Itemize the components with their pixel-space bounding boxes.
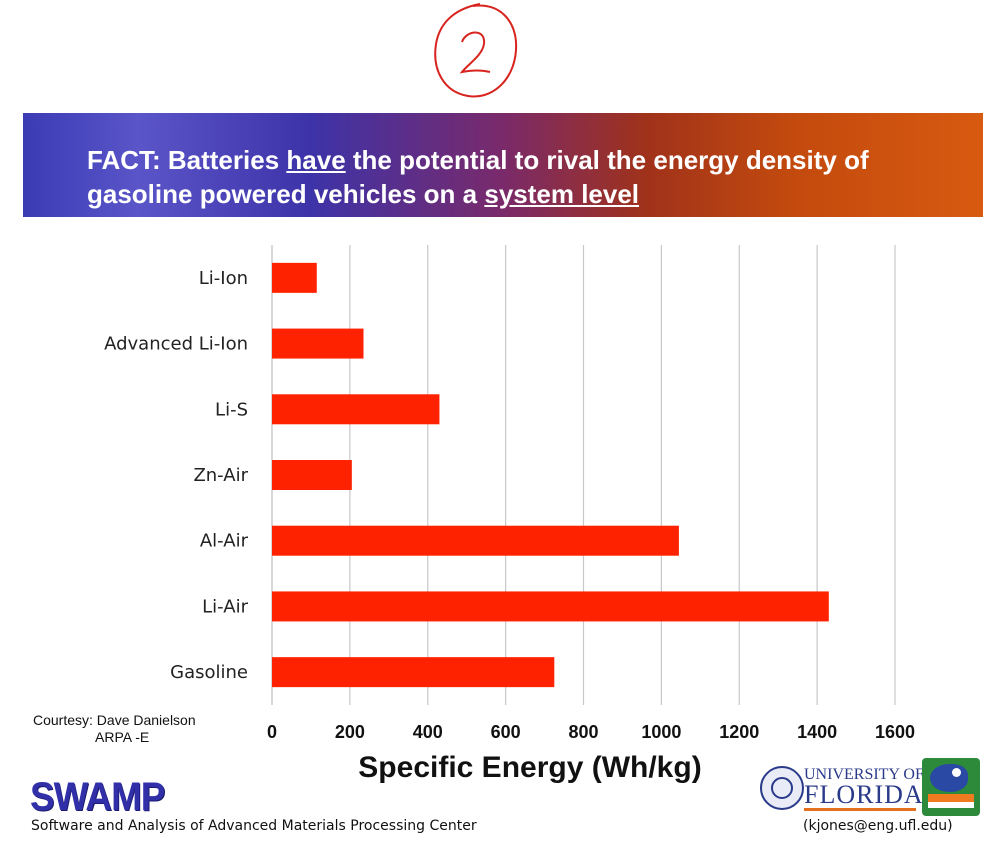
y-tick-label: Advanced Li-Ion [104,334,248,355]
bar [272,262,317,293]
x-tick-label: 400 [413,722,443,742]
bar [272,394,440,425]
x-tick-label: 0 [267,722,277,742]
bar [272,591,829,622]
x-tick-label: 200 [335,722,365,742]
contact-email: (kjones@eng.ufl.edu) [803,818,953,834]
x-tick-label: 1200 [719,722,759,742]
banner-title: FACT: Batteries have the potential to ri… [87,143,967,211]
courtesy-note: Courtesy: Dave Danielson ARPA -E [33,712,196,746]
y-tick-label: Al-Air [200,531,249,552]
x-tick-label: 1000 [641,722,681,742]
courtesy-line-1: Courtesy: Dave Danielson [33,712,196,728]
bar [272,460,352,490]
swamp-logo: SWAMP [30,775,165,819]
bar-chart: 0 200 400 600 800 1000 1200 1400 1600 Li-Ion Advan… [104,245,915,742]
x-tick-label: 1400 [797,722,837,742]
x-tick-label: 800 [568,722,598,742]
y-tick-label: Li-S [215,399,248,420]
university-line-2: FLORIDA [804,780,924,809]
handwritten-circled-2 [434,3,518,98]
bar [272,657,555,688]
courtesy-line-2: ARPA -E [95,729,150,745]
y-tick-label: Gasoline [170,662,248,683]
banner-title-underline-2: system level [484,179,640,209]
university-logo: UNIVERSITY OF FLORIDA [760,758,985,816]
y-tick-label: Zn-Air [193,465,248,486]
x-axis-label: Specific Energy (Wh/kg) [358,751,702,784]
university-underline [804,808,916,811]
bar [272,328,364,359]
banner-title-underline-1: have [286,145,346,175]
university-seal-icon [760,766,804,810]
y-tick-label: Li-Ion [199,268,248,289]
y-tick-label: Li-Air [202,596,248,617]
x-tick-label: 1600 [875,722,915,742]
center-name: Software and Analysis of Advanced Materi… [31,818,477,834]
banner-title-text-1: FACT: Batteries [87,145,287,175]
banner-title-text-2: the potential to rival the energy densit… [87,145,869,209]
bar [272,525,679,556]
university-line-1: UNIVERSITY OF [804,766,924,783]
x-tick-label: 600 [491,722,521,742]
gator-mascot-icon [922,758,980,816]
title-banner: FACT: Batteries have the potential to ri… [23,113,983,217]
